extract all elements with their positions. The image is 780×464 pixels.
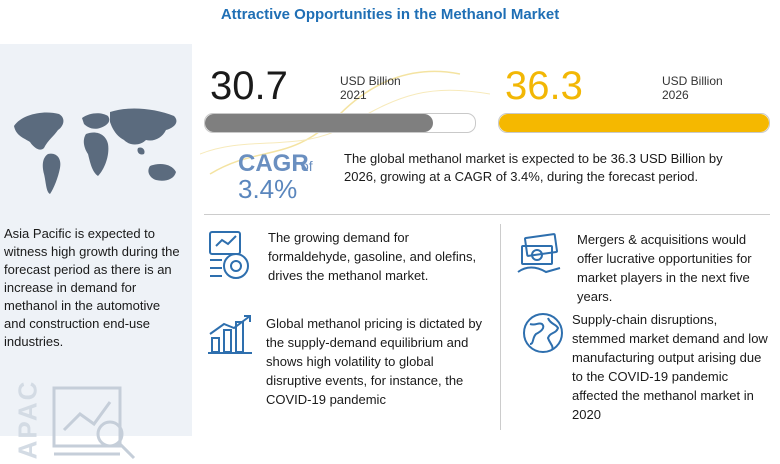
apac-vertical-label: APAC bbox=[12, 379, 43, 460]
progress-fill-2026 bbox=[499, 114, 769, 132]
apac-panel: Asia Pacific is expected to witness high… bbox=[0, 44, 192, 459]
year-label: 2021 bbox=[340, 88, 367, 102]
progress-bar-2026 bbox=[498, 113, 770, 133]
insight-pricing: Global methanol pricing is dictated by t… bbox=[266, 316, 483, 407]
unit-2026: USD Billion 2026 bbox=[662, 74, 723, 102]
unit-label: USD Billion bbox=[340, 74, 401, 88]
apac-description: Asia Pacific is expected to witness high… bbox=[4, 226, 180, 349]
money-bills-icon bbox=[517, 233, 561, 274]
insight-mergers: Mergers & acquisitions would offer lucra… bbox=[577, 232, 752, 304]
cagr-value: 3.4% bbox=[238, 174, 298, 204]
factory-demand-icon bbox=[209, 231, 249, 279]
insight-supply-chain: Supply-chain disruptions, stemmed market… bbox=[572, 312, 768, 422]
progress-bar-2021 bbox=[204, 113, 476, 133]
progress-fill-2021 bbox=[205, 114, 434, 132]
analytics-magnifier-icon bbox=[52, 386, 136, 460]
year-label: 2026 bbox=[662, 88, 689, 102]
insight-demand: The growing demand for formaldehyde, gas… bbox=[268, 230, 477, 283]
horizontal-divider bbox=[204, 214, 770, 215]
cagr-label: CAGR bbox=[238, 150, 309, 177]
unit-2021: USD Billion 2021 bbox=[340, 74, 401, 102]
unit-label: USD Billion bbox=[662, 74, 723, 88]
market-summary: The global methanol market is expected t… bbox=[344, 151, 723, 184]
value-2021: 30.7 bbox=[210, 64, 288, 108]
globe-icon bbox=[523, 313, 563, 353]
vertical-divider bbox=[500, 224, 501, 430]
cagr-of: of bbox=[301, 158, 313, 174]
page-title: Attractive Opportunities in the Methanol… bbox=[220, 6, 560, 23]
growth-chart-icon bbox=[208, 315, 252, 354]
world-map-icon bbox=[14, 108, 177, 194]
value-2026: 36.3 bbox=[505, 64, 583, 108]
